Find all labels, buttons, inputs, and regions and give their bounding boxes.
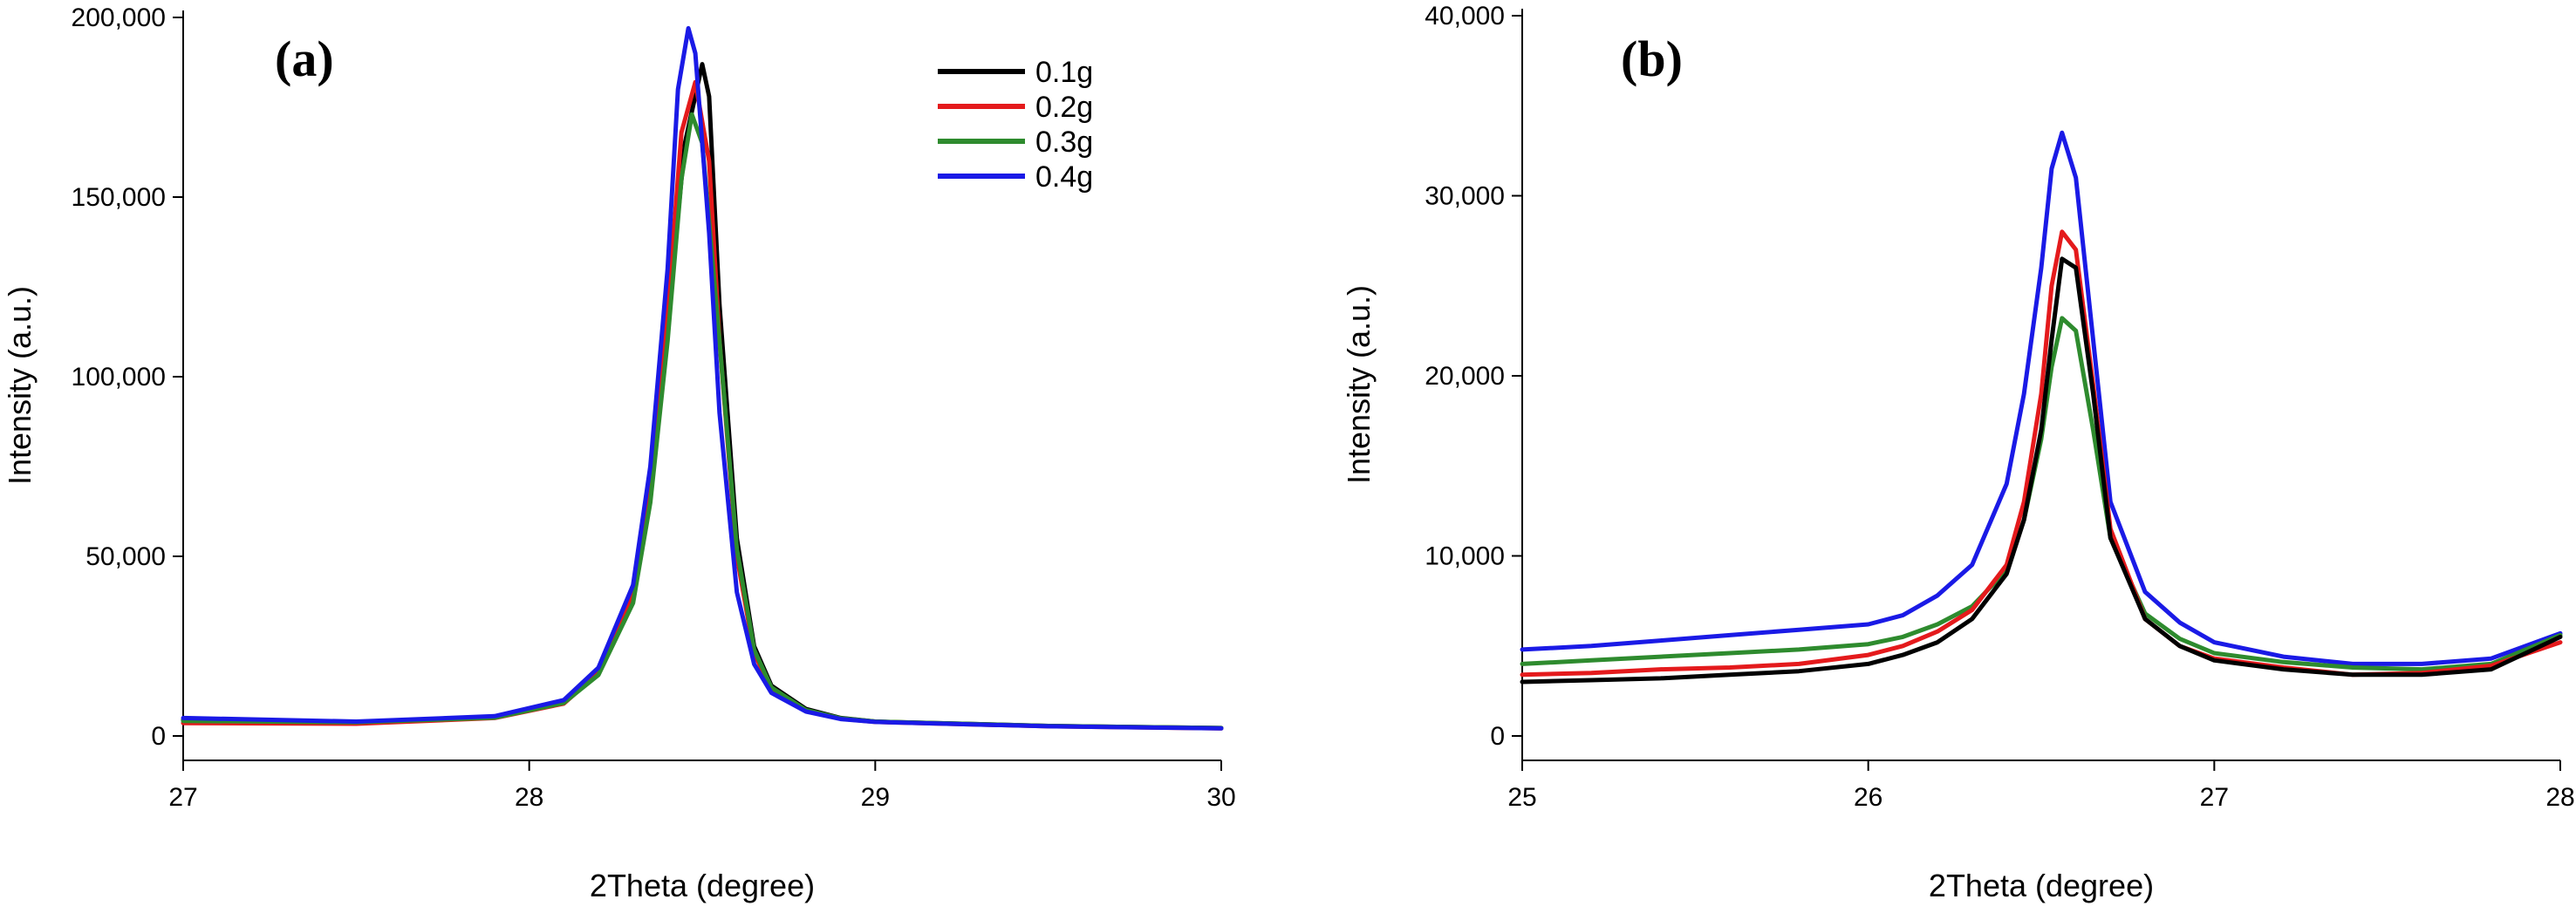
legend-label: 0.4g [1035, 160, 1093, 194]
x-tick-label: 28 [2545, 783, 2574, 812]
y-tick-label: 200,000 [72, 3, 166, 32]
y-tick-label: 0 [151, 722, 166, 751]
x-tick-label: 25 [1507, 783, 1536, 812]
x-tick-label: 30 [1206, 783, 1235, 812]
x-axis-title: 2Theta (degree) [590, 868, 815, 903]
y-tick-label: 10,000 [1425, 542, 1505, 571]
y-axis-title: Intensity (a.u.) [2, 286, 38, 485]
y-axis-title: Intensity (a.u.) [1341, 285, 1377, 484]
series-line-0-3g [1520, 316, 2563, 672]
y-tick-label: 100,000 [72, 363, 166, 392]
panel-b: 0 10,000 20,000 30,000 40,000 25 26 27 28 2Theta … [1341, 2, 2575, 903]
x-tick-label: 27 [168, 783, 197, 812]
panel-label: (a) [275, 31, 334, 87]
series-line-0-1g [1520, 256, 2563, 685]
y-tick-label: 150,000 [72, 183, 166, 212]
y-tick-label: 30,000 [1425, 182, 1505, 211]
series-line-0-4g [181, 25, 1224, 731]
legend-label: 0.1g [1035, 56, 1093, 89]
legend-label: 0.3g [1035, 126, 1093, 159]
series-line-0-3g [181, 112, 1224, 731]
x-tick-label: 28 [515, 783, 543, 812]
x-tick-label: 26 [1854, 783, 1882, 812]
panel-label: (b) [1621, 31, 1683, 87]
panel-a: 0 50,000 100,000 150,000 200,000 27 28 29 30 2The… [2, 3, 1236, 903]
legend: 0.1g0.2g0.3g0.4g [938, 56, 1093, 194]
legend-label: 0.2g [1035, 91, 1093, 124]
y-tick-label: 50,000 [85, 542, 166, 571]
y-tick-label: 40,000 [1425, 2, 1505, 31]
x-tick-label: 27 [2200, 783, 2229, 812]
series-line-0-4g [1520, 130, 2563, 666]
x-axis-title: 2Theta (degree) [1929, 868, 2154, 903]
y-tick-label: 20,000 [1425, 362, 1505, 391]
series-line-0-2g [1520, 229, 2563, 678]
x-tick-label: 29 [861, 783, 890, 812]
y-tick-label: 0 [1490, 722, 1505, 751]
